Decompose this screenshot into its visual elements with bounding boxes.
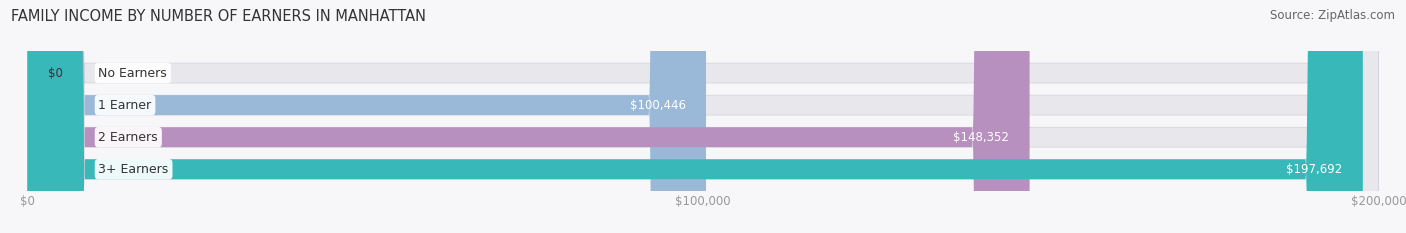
Text: 1 Earner: 1 Earner [98,99,152,112]
Text: $148,352: $148,352 [953,131,1010,144]
FancyBboxPatch shape [28,0,1362,233]
Text: $100,446: $100,446 [630,99,686,112]
Text: $0: $0 [48,67,63,79]
FancyBboxPatch shape [28,0,1378,233]
FancyBboxPatch shape [28,0,1378,233]
Text: FAMILY INCOME BY NUMBER OF EARNERS IN MANHATTAN: FAMILY INCOME BY NUMBER OF EARNERS IN MA… [11,9,426,24]
Text: 3+ Earners: 3+ Earners [98,163,169,176]
Text: $197,692: $197,692 [1286,163,1343,176]
Text: 2 Earners: 2 Earners [98,131,157,144]
FancyBboxPatch shape [28,0,1378,233]
Text: No Earners: No Earners [98,67,167,79]
FancyBboxPatch shape [28,0,706,233]
FancyBboxPatch shape [28,0,1029,233]
Text: Source: ZipAtlas.com: Source: ZipAtlas.com [1270,9,1395,22]
FancyBboxPatch shape [28,0,1378,233]
